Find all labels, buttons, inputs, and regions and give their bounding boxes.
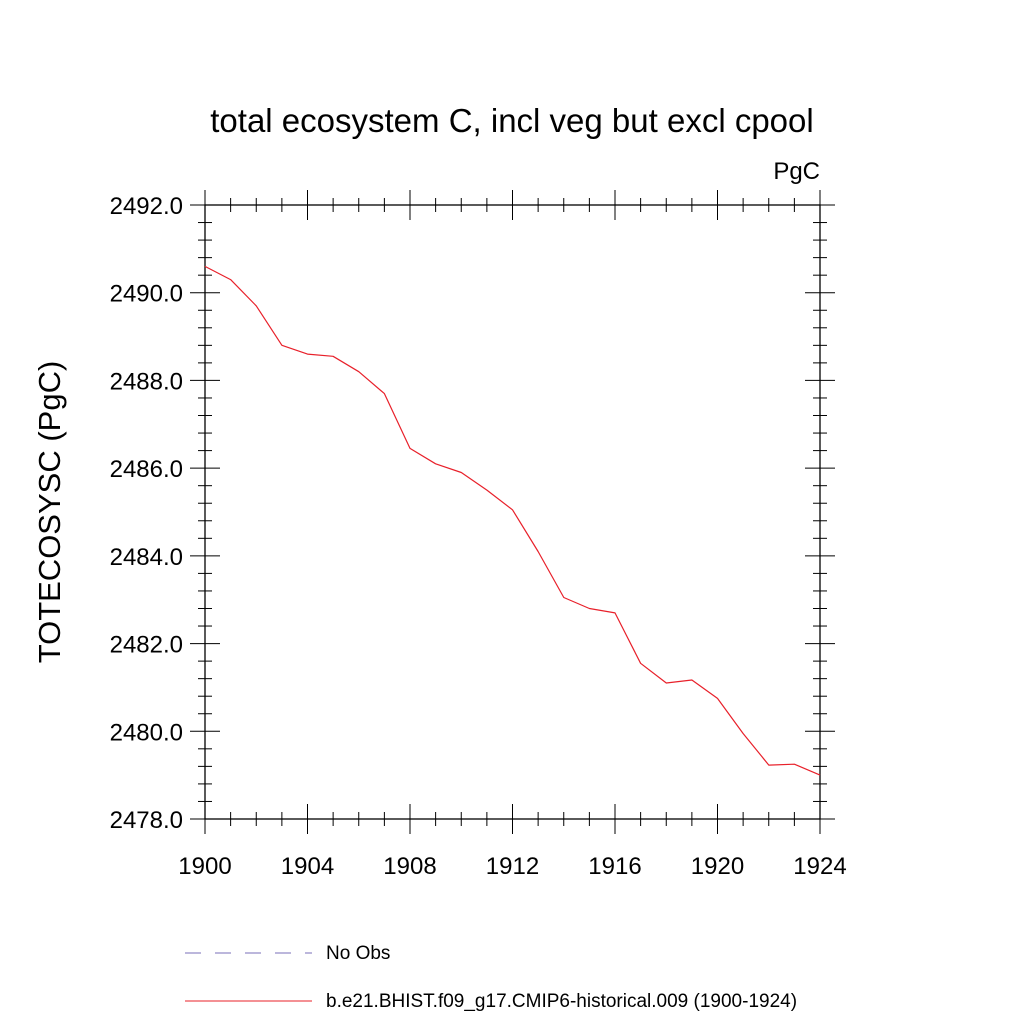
x-tick-label: 1924 — [793, 853, 846, 880]
y-tick-label: 2492.0 — [110, 193, 183, 220]
x-tick-label: 1904 — [281, 853, 334, 880]
y-axis-ticks: 2478.0 2480.0 2482.0 2484.0 2486.0 2488.0 2490… — [110, 193, 835, 834]
y-tick-label: 2486.0 — [110, 456, 183, 483]
x-tick-label: 1916 — [588, 853, 641, 880]
series-layer — [204, 265, 821, 776]
series-line-0 — [204, 265, 821, 776]
y-tick-label: 2488.0 — [110, 368, 183, 395]
x-tick-label: 1900 — [178, 853, 231, 880]
units-label: PgC — [773, 158, 820, 185]
y-tick-label: 2480.0 — [110, 719, 183, 746]
legend-label-historical: b.e21.BHIST.f09_g17.CMIP6-historical.009… — [326, 991, 797, 1012]
x-tick-label: 1920 — [691, 853, 744, 880]
x-tick-label: 1912 — [486, 853, 539, 880]
y-tick-label: 2482.0 — [110, 632, 183, 659]
x-axis-ticks: 1900 1904 1908 1912 1916 1920 1924 — [178, 190, 847, 880]
y-tick-label: 2484.0 — [110, 544, 183, 571]
plot-frame — [204, 204, 821, 820]
y-tick-label: 2490.0 — [110, 281, 183, 308]
y-axis-label: TOTECOSYSC (PgC) — [32, 361, 67, 664]
legend-label-no-obs: No Obs — [326, 943, 390, 964]
legend: No Obs b.e21.BHIST.f09_g17.CMIP6-histori… — [185, 943, 797, 1012]
y-tick-label: 2478.0 — [110, 807, 183, 834]
x-tick-label: 1908 — [383, 853, 436, 880]
chart-title: total ecosystem C, incl veg but excl cpo… — [210, 102, 813, 139]
